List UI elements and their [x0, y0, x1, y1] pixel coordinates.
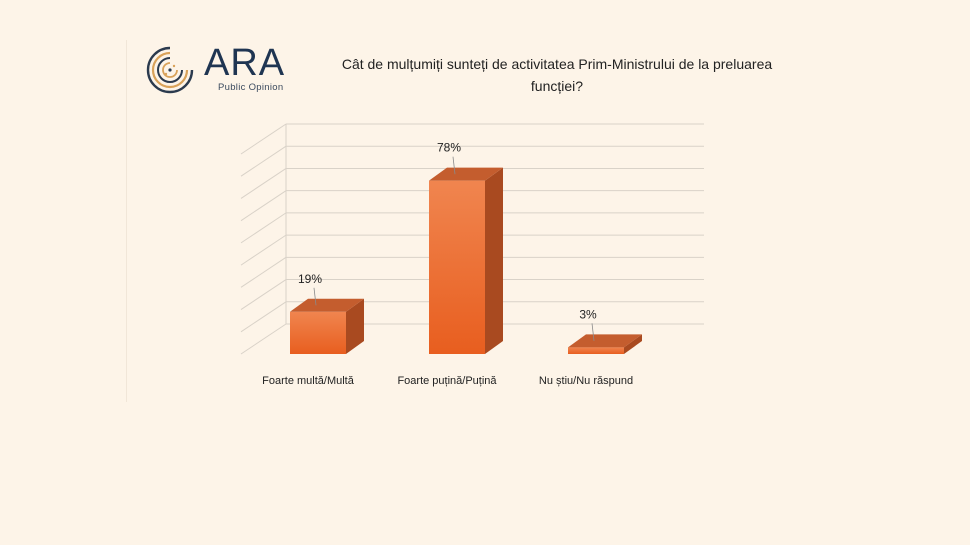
leader-line-2	[452, 156, 456, 175]
gridline-side	[240, 123, 287, 155]
bar-side-2	[485, 167, 503, 354]
bar-front-3	[568, 347, 624, 354]
category-label-1: Foarte multă/Multă	[262, 375, 355, 387]
gridline-side	[240, 301, 287, 333]
gridline-side	[240, 279, 287, 310]
value-label-2: 78%	[437, 141, 461, 155]
labels: 19% Foarte multă/Multă 78% Foarte puțină/Pu…	[262, 141, 633, 387]
logo-wordmark: ARA	[204, 42, 286, 84]
slide-divider	[126, 40, 127, 402]
bar-front-1	[290, 311, 346, 354]
gridline-side	[240, 234, 287, 266]
bar-side-3	[624, 334, 642, 354]
gridline-side	[240, 190, 287, 222]
bar-front-2	[429, 180, 485, 354]
category-label-2: Foarte puțină/Puțină	[397, 375, 497, 387]
category-label-3: Nu știu/Nu răspund	[539, 375, 633, 387]
gridline-side	[240, 168, 287, 199]
gridline-side	[240, 145, 287, 177]
bars	[290, 167, 642, 354]
gridline-side	[240, 256, 287, 288]
bar-top-3	[568, 334, 642, 348]
ara-logo-rings-icon	[146, 46, 194, 94]
gridline-side	[240, 212, 287, 244]
bar-side-1	[346, 298, 364, 354]
bar-top-2	[429, 167, 503, 181]
value-label-3: 3%	[579, 307, 597, 321]
leader-line-1	[313, 287, 317, 306]
bar-top-1	[290, 298, 364, 312]
chart-title: Cât de mulțumiți sunteți de activitatea …	[341, 56, 773, 94]
leader-line-3	[591, 323, 595, 341]
ara-logo: ARA Public Opinion	[144, 42, 314, 98]
gridline-side	[240, 323, 287, 355]
logo-subtitle: Public Opinion	[218, 82, 284, 93]
value-label-1: 19%	[298, 272, 322, 286]
